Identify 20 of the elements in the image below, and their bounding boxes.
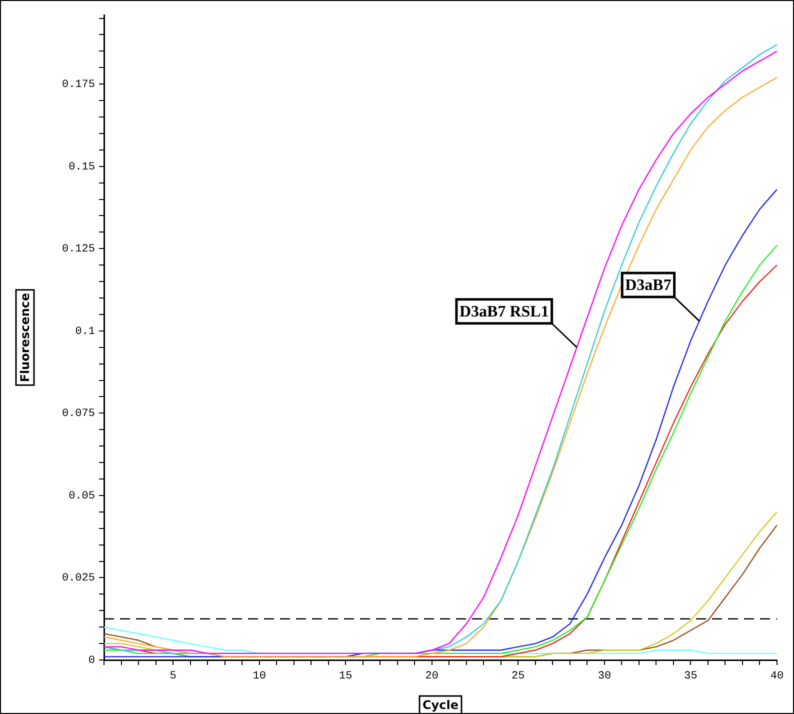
- annotation: D3aB7: [625, 277, 672, 294]
- y-tick-label: 0.125: [62, 244, 95, 256]
- y-tick-label: 0.05: [68, 490, 95, 502]
- y-axis-title: Fluorescence: [18, 292, 32, 382]
- x-tick-label: 10: [252, 670, 266, 683]
- x-tick-label: 15: [338, 670, 352, 683]
- annotation: D3aB7 RSL1: [459, 304, 549, 321]
- x-tick-label: 25: [512, 670, 525, 683]
- y-tick-label: 0.025: [62, 572, 95, 585]
- y-tick-label: 0.1: [75, 326, 96, 338]
- y-tick-label: 0.15: [68, 161, 95, 174]
- x-tick-label: 40: [770, 670, 784, 683]
- y-tick-label: 0.175: [62, 79, 95, 92]
- x-tick-label: 5: [170, 670, 176, 683]
- x-tick-label: 35: [684, 670, 698, 683]
- x-tick-label: 30: [598, 670, 612, 683]
- y-tick-label: 0.075: [62, 408, 95, 420]
- y-tick-label: 0: [88, 654, 95, 667]
- x-axis-title: Cycle: [422, 698, 458, 712]
- x-tick-label: 20: [425, 670, 438, 683]
